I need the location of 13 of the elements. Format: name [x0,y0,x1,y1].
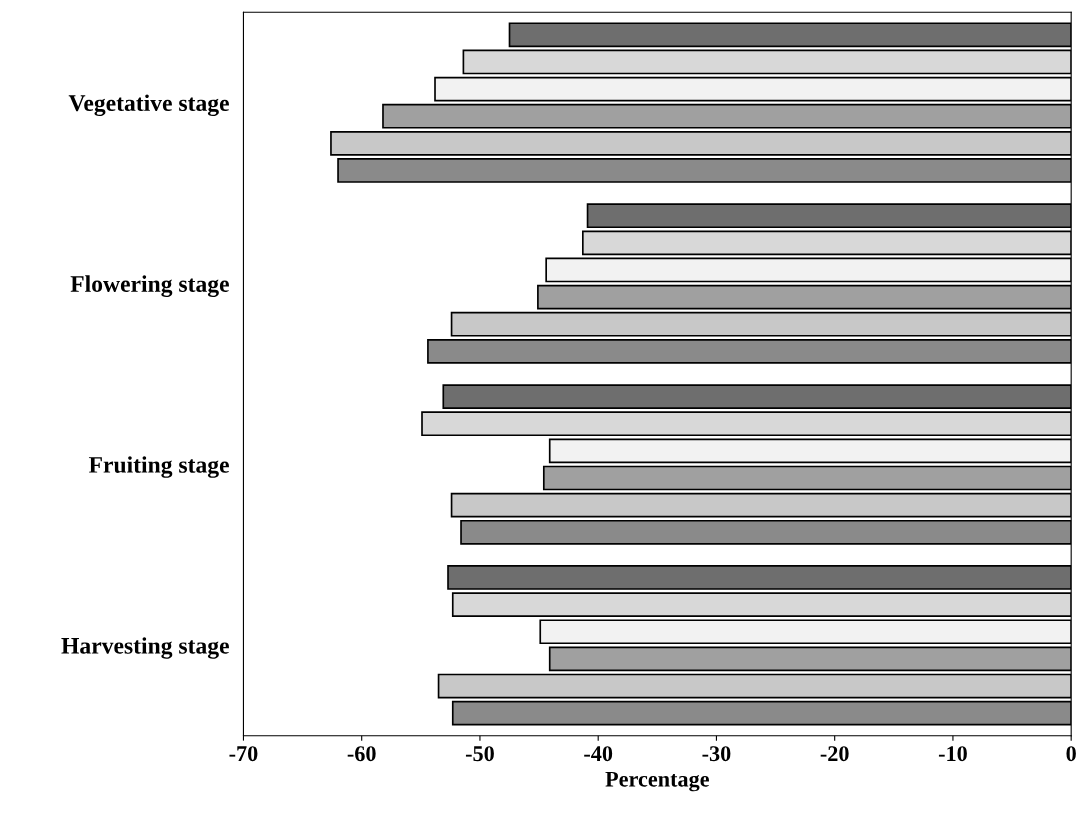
y-tick-label: Flowering stage [70,275,229,297]
x-tick-label: -10 [938,746,967,762]
x-tick-label: -50 [465,746,494,762]
x-tick-label: -60 [347,746,376,762]
y-tick-label: Fruiting stage [88,456,229,478]
x-axis-title: Percentage [605,771,709,792]
x-tick-label: -20 [820,746,849,762]
x-tick-label: 0 [1066,746,1076,762]
y-tick-label: Vegetative stage [68,94,229,117]
y-tick-label: Harvesting stage [61,637,229,659]
x-tick-label: -40 [584,746,613,762]
x-tick-label: -30 [702,746,731,762]
x-tick-label: -70 [229,746,258,762]
